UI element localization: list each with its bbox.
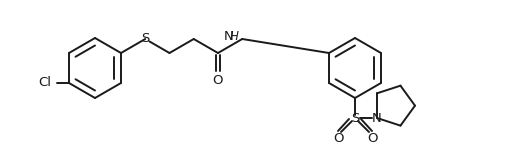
Text: H: H <box>230 30 238 42</box>
Text: S: S <box>351 111 359 125</box>
Text: O: O <box>367 132 377 142</box>
Text: O: O <box>332 132 343 142</box>
Text: N: N <box>372 111 382 125</box>
Text: O: O <box>213 74 223 86</box>
Text: N: N <box>224 30 234 42</box>
Text: S: S <box>141 33 149 45</box>
Text: Cl: Cl <box>38 77 51 89</box>
